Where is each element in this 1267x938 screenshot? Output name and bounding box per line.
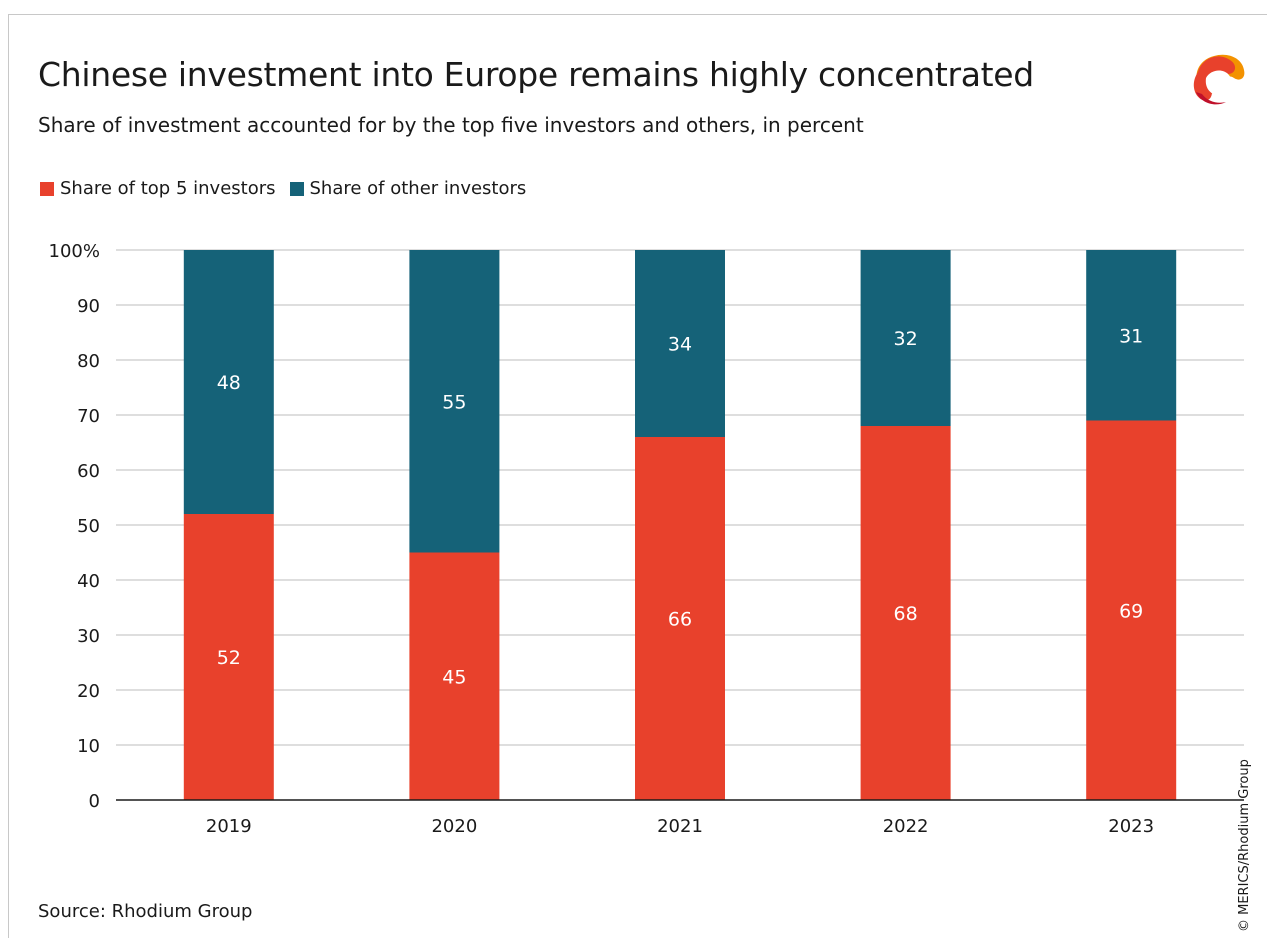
- bar-top5: [409, 552, 500, 800]
- chart-legend: Share of top 5 investors Share of other …: [40, 178, 540, 199]
- y-tick-label: 10: [77, 736, 100, 757]
- y-tick-label: 80: [77, 351, 100, 372]
- x-tick-label: 2019: [206, 816, 252, 837]
- data-label-top5: 52: [217, 647, 241, 669]
- y-tick-label: 70: [77, 406, 100, 427]
- bar-others: [183, 250, 274, 514]
- chart-frame: [8, 14, 1267, 938]
- bar-others: [409, 250, 500, 553]
- y-tick-label: 20: [77, 681, 100, 702]
- chart-title: Chinese investment into Europe remains h…: [38, 55, 1034, 94]
- bar-top5: [860, 426, 951, 800]
- x-tick-label: 2022: [883, 816, 929, 837]
- y-tick-label: 40: [77, 571, 100, 592]
- y-tick-label: 100%: [49, 241, 100, 262]
- bar-others: [635, 250, 725, 437]
- bar-others: [1086, 250, 1177, 421]
- x-tick-label: 2020: [431, 816, 477, 837]
- data-label-top5: 66: [668, 609, 692, 631]
- legend-label-top5: Share of top 5 investors: [60, 178, 276, 199]
- y-tick-label: 50: [77, 516, 100, 537]
- y-tick-label: 60: [77, 461, 100, 482]
- x-tick-label: 2021: [657, 816, 703, 837]
- y-tick-label: 90: [77, 296, 100, 317]
- bar-top5: [183, 514, 274, 800]
- source-note: Source: Rhodium Group: [38, 901, 253, 922]
- data-label-top5: 45: [442, 666, 466, 688]
- legend-label-others: Share of other investors: [309, 178, 527, 199]
- bar-top5: [1086, 420, 1177, 800]
- data-label-others: 34: [668, 334, 692, 356]
- legend-swatch-others: [289, 181, 304, 196]
- data-label-top5: 68: [894, 603, 918, 625]
- copyright-note: © MERICS/Rhodium Group: [1237, 759, 1252, 932]
- legend-item-others: Share of other investors: [289, 178, 527, 199]
- bar-top5: [635, 437, 725, 800]
- bar-others: [860, 250, 951, 426]
- data-label-top5: 69: [1119, 600, 1143, 622]
- y-tick-label: 30: [77, 626, 100, 647]
- data-label-others: 31: [1119, 325, 1143, 347]
- data-label-others: 32: [894, 328, 918, 350]
- legend-swatch-top5: [40, 181, 54, 196]
- chart-subtitle: Share of investment accounted for by the…: [38, 113, 864, 137]
- x-tick-label: 2023: [1108, 816, 1154, 837]
- merics-logo-icon: [1193, 54, 1245, 105]
- y-tick-label: 0: [89, 791, 100, 812]
- data-label-others: 48: [217, 372, 241, 394]
- data-label-others: 55: [442, 391, 466, 413]
- legend-item-top5: Share of top 5 investors: [40, 178, 276, 199]
